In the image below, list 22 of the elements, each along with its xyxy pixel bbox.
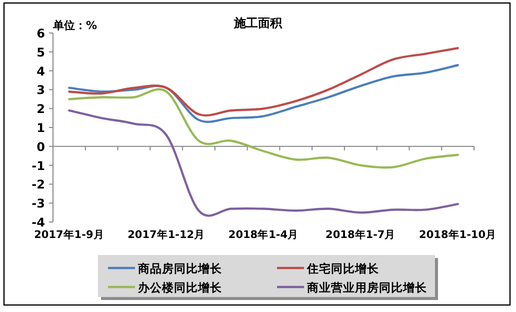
x-tick-label: 2018年1-7月 — [326, 228, 396, 241]
x-tick-label: 2018年1-10月 — [419, 228, 497, 241]
y-tick-label: 5 — [36, 45, 45, 60]
y-tick-label: -1 — [32, 158, 45, 173]
legend-label: 商业营业用房同比增长 — [306, 280, 428, 294]
legend-label: 办公楼同比增长 — [137, 280, 223, 294]
legend-label: 住宅同比增长 — [306, 262, 380, 276]
y-tick-label: 1 — [36, 121, 45, 135]
x-tick-label: 2018年1-4月 — [228, 228, 299, 241]
y-tick-label: 6 — [36, 26, 45, 40]
y-tick-label: 0 — [36, 140, 45, 154]
x-tick-label: 2017年1-12月 — [128, 228, 206, 241]
y-tick-label: 2 — [36, 102, 45, 116]
text: 单位：% — [52, 19, 98, 32]
y-tick-label: -3 — [32, 196, 45, 211]
legend-label: 商品房同比增长 — [137, 262, 223, 276]
y-tick-label: -2 — [32, 178, 45, 192]
y-tick-label: 3 — [36, 83, 45, 98]
y-tick-label: -4 — [32, 216, 45, 230]
chart-title: 施工面积 — [233, 16, 283, 30]
y-tick-label: 4 — [36, 64, 45, 78]
x-tick-label: 2017年1-9月 — [34, 228, 104, 241]
